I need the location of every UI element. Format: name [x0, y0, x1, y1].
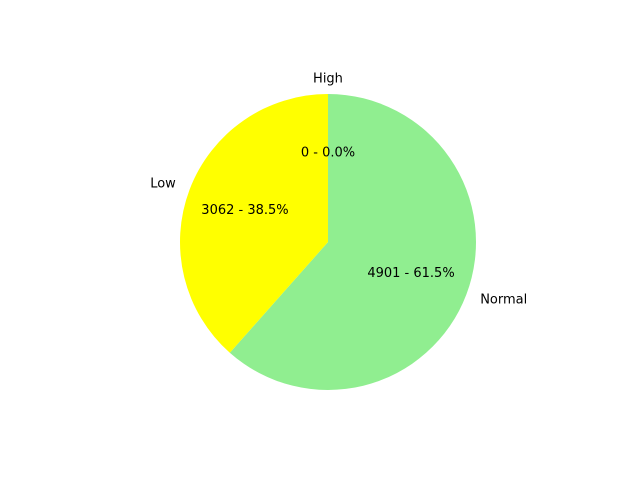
pie-slice-normal: [229, 94, 476, 390]
slice-label-low: Low: [150, 177, 176, 192]
slice-label-high: High: [313, 72, 343, 87]
pie-slice-low: [179, 94, 328, 353]
slice-value-label-normal: 4901 - 61.5%: [367, 266, 454, 281]
slice-value-label-high: 0 - 0.0%: [301, 146, 355, 161]
slice-inner-labels: 0 - 0.0% 4901 - 61.5% 3062 - 38.5%: [201, 146, 454, 281]
slice-label-normal: Normal: [480, 292, 527, 307]
slice-outer-labels: High Normal Low: [150, 72, 527, 308]
slice-value-label-low: 3062 - 38.5%: [201, 203, 288, 218]
pie-slices: [179, 94, 476, 390]
